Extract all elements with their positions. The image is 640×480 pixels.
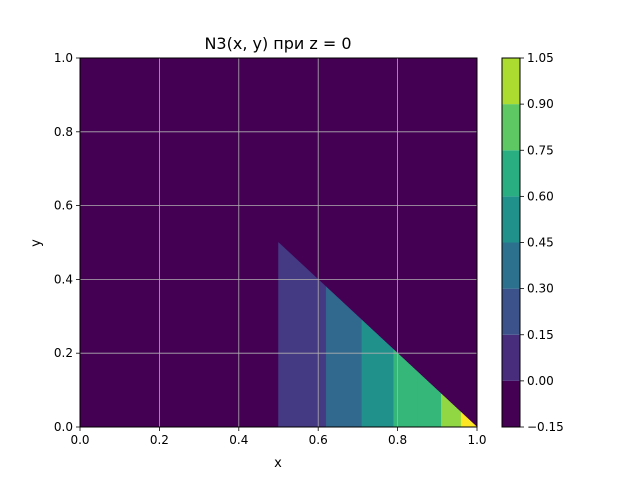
colorbar-ticks: 1.05 0.90 0.75 0.60 0.45 0.30 0.15 0.00 −0.15 [520, 51, 564, 434]
y-tick-label-0: 0.0 [54, 420, 73, 434]
colorbar [502, 58, 520, 427]
colorbar-segment-4 [502, 196, 520, 243]
colorbar-tick-label-7: 0.00 [527, 374, 554, 388]
colorbar-segment-6 [502, 104, 520, 151]
chart-title: N3(x, y) при z = 0 [204, 34, 351, 53]
x-tick-label-3: 0.6 [309, 433, 328, 447]
colorbar-segment-1 [502, 334, 520, 381]
colorbar-tick-label-6: 0.15 [527, 328, 554, 342]
y-axis-label: y [29, 239, 44, 247]
x-tick-label-2: 0.4 [229, 433, 248, 447]
colorbar-tick-label-3: 0.60 [527, 189, 554, 203]
x-tick-label-4: 0.8 [388, 433, 407, 447]
y-tick-label-3: 0.6 [54, 199, 73, 213]
colorbar-tick-label-2: 0.75 [527, 143, 554, 157]
colorbar-segment-5 [502, 150, 520, 197]
colorbar-tick-label-8: −0.15 [527, 420, 564, 434]
colorbar-segment-0 [502, 380, 520, 427]
y-tick-label-5: 1.0 [54, 51, 73, 65]
y-tick-label-2: 0.4 [54, 272, 73, 286]
colorbar-tick-label-0: 1.05 [527, 51, 554, 65]
axes-frame [79, 57, 478, 428]
colorbar-tick-label-5: 0.30 [527, 282, 554, 296]
x-tick-label-5: 1.0 [467, 433, 486, 447]
y-tick-label-1: 0.2 [54, 346, 73, 360]
x-axis-label: x [274, 456, 282, 471]
colorbar-tick-label-4: 0.45 [527, 236, 554, 250]
y-axis-ticks: 0.0 0.2 0.4 0.6 0.8 1.0 [54, 51, 80, 434]
colorbar-segment-7 [502, 58, 520, 105]
y-tick-label-4: 0.8 [54, 125, 73, 139]
colorbar-segment-2 [502, 288, 520, 335]
x-axis-ticks: 0.0 0.2 0.4 0.6 0.8 1.0 [70, 427, 487, 447]
colorbar-tick-label-1: 0.90 [527, 97, 554, 111]
x-tick-label-0: 0.0 [70, 433, 89, 447]
x-tick-label-1: 0.2 [150, 433, 169, 447]
colorbar-segment-3 [502, 242, 520, 289]
plot-area [80, 58, 478, 428]
